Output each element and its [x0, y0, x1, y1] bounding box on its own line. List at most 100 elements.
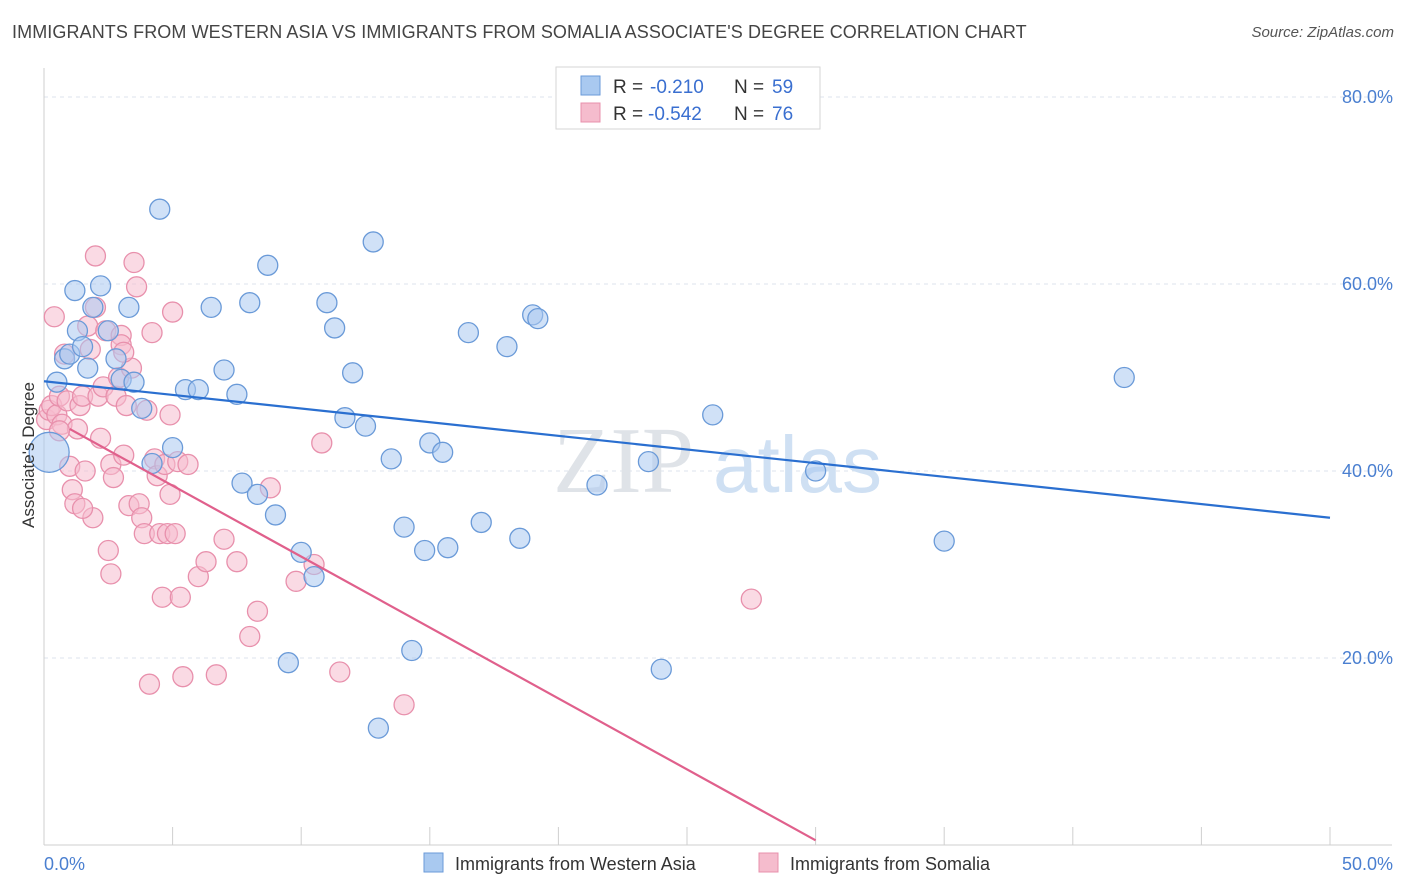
somalia-point — [74, 460, 96, 482]
somalia-point — [138, 673, 161, 695]
western-asia-point — [213, 359, 235, 381]
trend-lines — [43, 380, 1331, 842]
legend-n-label-1: N = — [734, 77, 764, 98]
western-asia-point — [246, 483, 269, 506]
series-legend-label-blue: Immigrants from Western Asia — [455, 854, 697, 874]
somalia-point — [329, 661, 351, 683]
somalia-point — [84, 245, 107, 267]
western-asia-point — [509, 527, 531, 549]
western-asia-point — [264, 504, 287, 526]
somalia-point — [205, 664, 227, 686]
somalia-point — [141, 321, 163, 344]
somalia-point — [151, 586, 173, 608]
y-tick-label: 40.0% — [1342, 461, 1393, 481]
western-asia-point — [118, 296, 140, 319]
somalia-point — [169, 586, 191, 608]
western-asia-point — [334, 407, 356, 429]
western-asia-point — [401, 639, 423, 662]
somalia-point — [226, 551, 248, 573]
legend-n-value-1: 59 — [772, 77, 793, 98]
y-axis-label: Associate's Degree — [19, 382, 38, 528]
western-asia-point — [1113, 366, 1135, 389]
western-asia-point — [804, 460, 827, 482]
western-asia-point — [161, 436, 184, 459]
somalia-point — [159, 404, 181, 426]
source-label: Source: ZipAtlas.com — [1251, 24, 1394, 41]
somalia-point — [285, 570, 307, 592]
western-asia-point — [277, 652, 299, 674]
somalia-point — [740, 588, 762, 610]
series-legend-label-pink: Immigrants from Somalia — [790, 854, 991, 874]
somalia-trend-line — [69, 427, 817, 842]
somalia-point — [71, 497, 94, 520]
western-asia-point — [527, 307, 549, 330]
western-asia-point — [702, 404, 724, 426]
somalia-point — [311, 432, 333, 454]
somalia-point — [113, 444, 135, 466]
somalia-points — [35, 245, 762, 716]
western-asia-point — [367, 717, 390, 739]
western-asia-point — [933, 530, 955, 552]
legend-swatch-pink — [580, 102, 601, 123]
western-asia-point — [64, 279, 86, 302]
somalia-point — [123, 251, 145, 274]
somalia-point — [172, 666, 194, 688]
western-asia-trend-line — [43, 380, 1331, 519]
western-asia-point — [77, 357, 99, 379]
western-asia-point — [200, 296, 222, 319]
series-legend: Immigrants from Western Asia Immigrants … — [423, 852, 991, 874]
western-asia-point — [323, 317, 346, 339]
grid-lines — [44, 96, 1392, 659]
legend-swatch-blue — [580, 75, 601, 96]
western-asia-point — [257, 254, 279, 276]
western-asia-point — [650, 658, 672, 680]
western-asia-point — [71, 335, 94, 358]
western-asia-point — [380, 448, 402, 470]
x-tick-labels: 0.0% 50.0% — [44, 854, 1393, 874]
western-asia-point — [82, 296, 104, 319]
western-asia-point — [354, 415, 377, 437]
western-asia-point — [149, 198, 171, 220]
somalia-point — [161, 301, 184, 323]
western-asia-point — [226, 383, 248, 405]
western-asia-point — [131, 397, 153, 420]
legend-r-value-2: -0.542 — [648, 104, 702, 125]
western-asia-point — [362, 231, 384, 253]
western-asia-point — [341, 362, 364, 384]
somalia-point — [195, 551, 217, 573]
y-tick-label: 80.0% — [1342, 87, 1393, 107]
somalia-point — [246, 600, 269, 622]
western-asia-point — [123, 371, 145, 393]
western-asia-point — [231, 472, 253, 494]
series-legend-swatch-blue — [423, 852, 444, 873]
legend-r-label-1: R = — [613, 77, 643, 98]
somalia-point — [393, 694, 415, 716]
western-asia-point — [97, 320, 119, 342]
y-tick-label: 60.0% — [1342, 274, 1393, 294]
western-asia-point — [89, 275, 112, 297]
y-tick-labels: 20.0% 40.0% 60.0% 80.0% — [1342, 87, 1393, 668]
legend-n-label-2: N = — [734, 104, 764, 125]
legend-n-value-2: 76 — [772, 104, 793, 125]
western-asia-point — [586, 474, 608, 496]
somalia-point — [125, 276, 148, 298]
legend-r-label-2: R = — [613, 104, 643, 125]
somalia-point — [100, 563, 122, 585]
western-asia-point — [303, 566, 325, 588]
somalia-point — [213, 528, 235, 550]
western-asia-point — [470, 511, 492, 534]
y-tick-label: 20.0% — [1342, 648, 1393, 668]
western-asia-point — [637, 450, 660, 473]
western-asia-point — [316, 292, 338, 314]
western-asia-point — [432, 441, 454, 463]
somalia-point — [164, 522, 186, 545]
western-asia-point — [290, 541, 312, 563]
x-tick-label-max: 50.0% — [1342, 854, 1393, 874]
series-legend-swatch-pink — [758, 852, 779, 873]
somalia-point — [102, 466, 125, 489]
western-asia-point — [457, 321, 480, 344]
western-asia-point — [239, 292, 261, 314]
western-asia-point — [28, 431, 70, 473]
stats-legend: R = -0.210 N = 59 R = -0.542 N = 76 — [555, 66, 821, 130]
